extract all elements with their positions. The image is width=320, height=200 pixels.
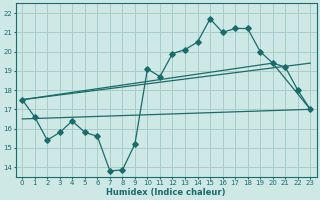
X-axis label: Humidex (Indice chaleur): Humidex (Indice chaleur)	[107, 188, 226, 197]
